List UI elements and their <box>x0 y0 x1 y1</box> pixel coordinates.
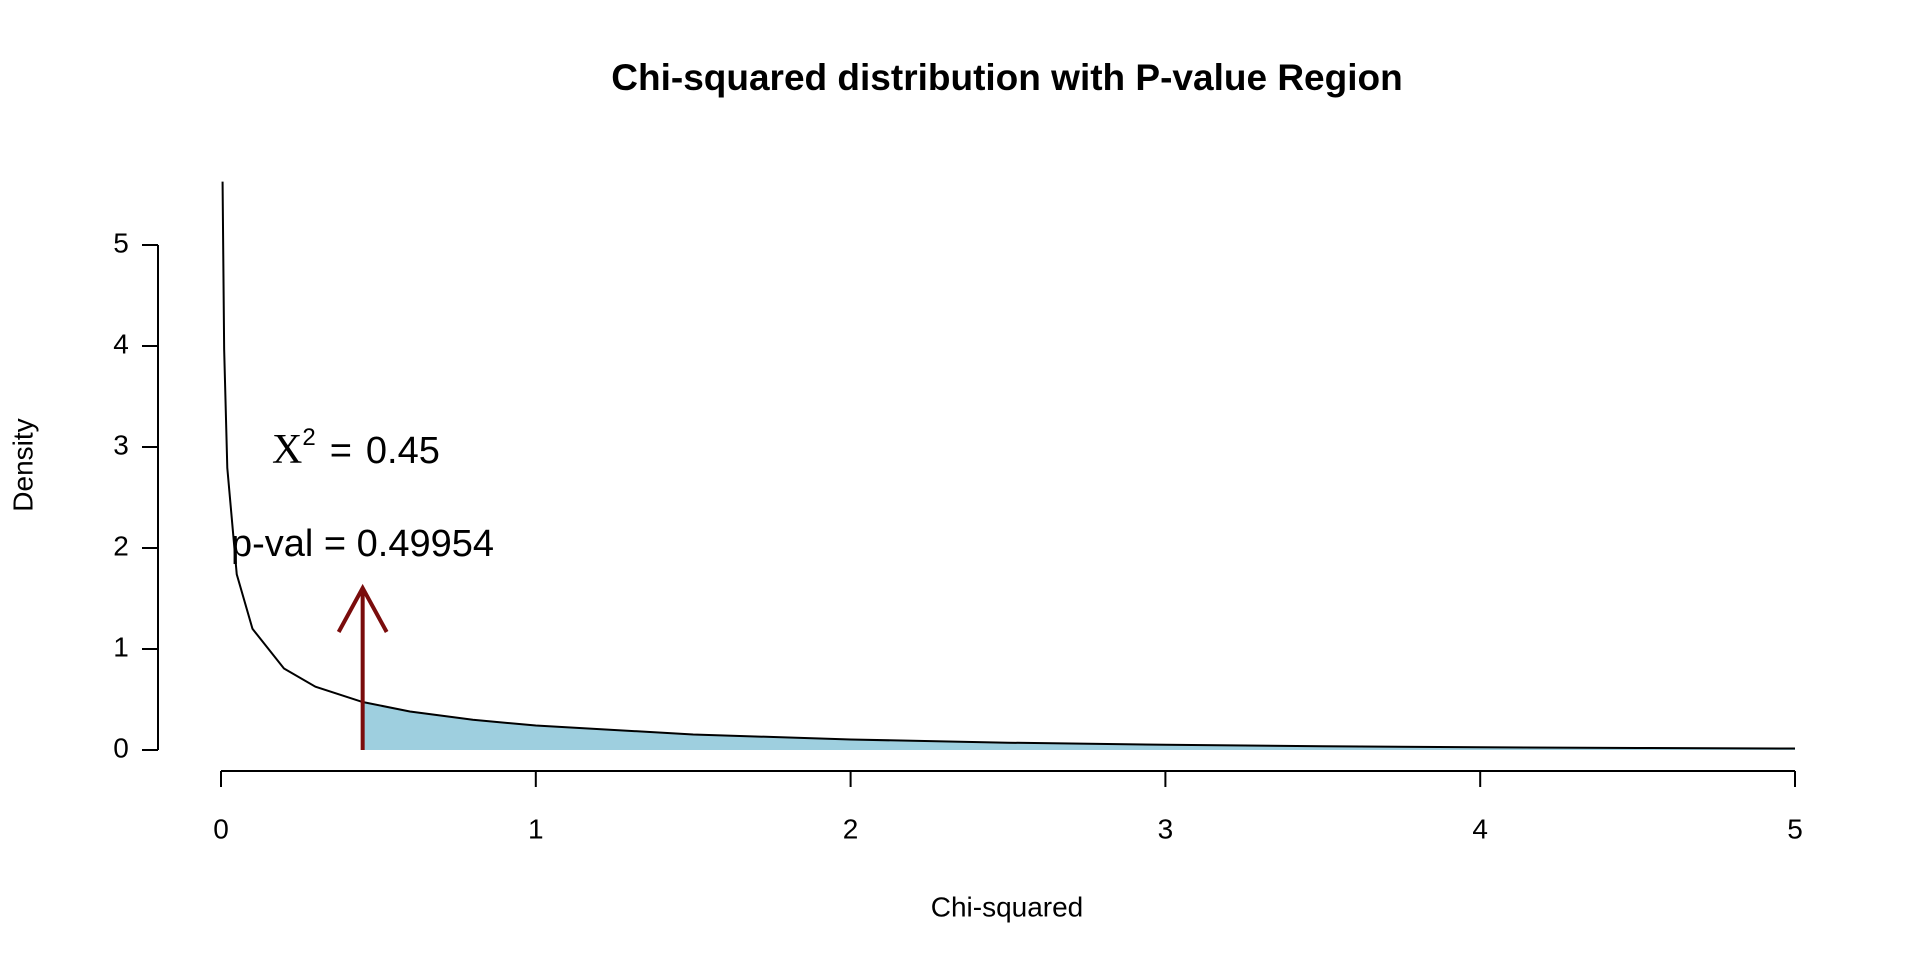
p-value-region <box>362 702 1795 750</box>
statistic-label: X2 = 0.45 <box>272 424 440 472</box>
stat-power: 2 <box>302 424 315 451</box>
x-tick-label: 0 <box>213 813 229 844</box>
stat-value: 0.45 <box>366 430 440 472</box>
x-tick-label: 1 <box>528 813 544 844</box>
x-axis-label: Chi-squared <box>931 891 1084 922</box>
y-tick-label: 3 <box>113 429 129 460</box>
stat-equals: = <box>330 430 352 472</box>
x-tick-label: 3 <box>1158 813 1174 844</box>
y-axis-label: Density <box>7 418 38 511</box>
x-tick-label: 5 <box>1787 813 1803 844</box>
y-tick-label: 5 <box>113 227 129 258</box>
y-tick-label: 2 <box>113 530 129 561</box>
y-tick-label: 0 <box>113 732 129 763</box>
x-tick-label: 2 <box>843 813 859 844</box>
y-tick-label: 1 <box>113 631 129 662</box>
y-tick-label: 4 <box>113 328 129 359</box>
stat-symbol: X <box>272 427 302 473</box>
x-tick-label: 4 <box>1472 813 1488 844</box>
p-value-label: p-val = 0.49954 <box>231 523 494 565</box>
chart-title: Chi-squared distribution with P-value Re… <box>611 57 1402 98</box>
statistic-arrow <box>336 583 389 750</box>
density-curve <box>221 181 1796 750</box>
